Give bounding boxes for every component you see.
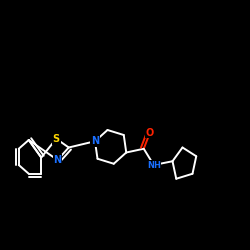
Text: S: S: [53, 134, 60, 144]
Text: N: N: [91, 136, 99, 146]
Text: N: N: [54, 155, 62, 165]
Text: NH: NH: [147, 160, 161, 170]
Text: O: O: [146, 128, 154, 138]
